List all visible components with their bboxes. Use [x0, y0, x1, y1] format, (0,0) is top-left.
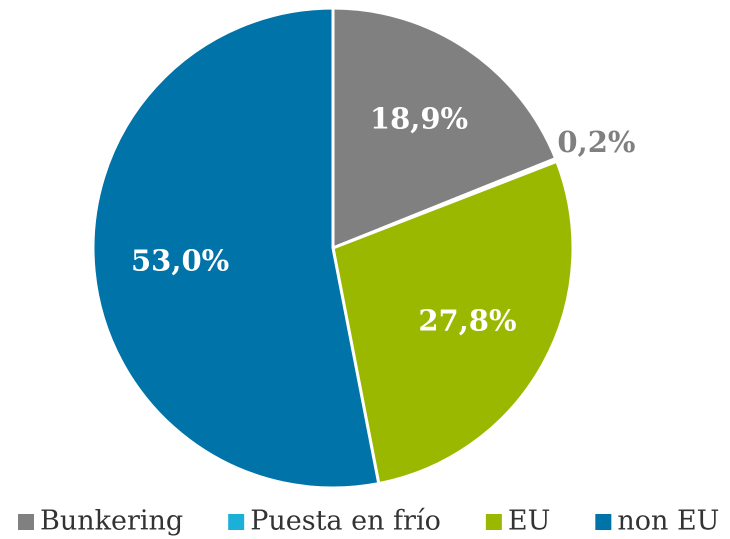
legend-label: Bunkering: [40, 506, 183, 537]
legend-swatch: [18, 514, 34, 530]
legend-swatch: [228, 514, 245, 530]
pie-slice: [331, 6, 558, 251]
legend-swatch: [485, 514, 502, 530]
slice-label: 18,9%: [370, 102, 468, 136]
pie-slice: [331, 159, 575, 486]
legend-swatch: [595, 514, 612, 530]
pie-slice: [91, 6, 381, 490]
slice-label: 53,0%: [131, 244, 229, 278]
slice-label: 0,2%: [557, 125, 635, 159]
legend-label: Puesta en frío: [250, 506, 441, 537]
slice-label: 27,8%: [418, 303, 516, 337]
legend-label: EU: [508, 506, 550, 537]
legend-label: non EU: [617, 506, 719, 537]
